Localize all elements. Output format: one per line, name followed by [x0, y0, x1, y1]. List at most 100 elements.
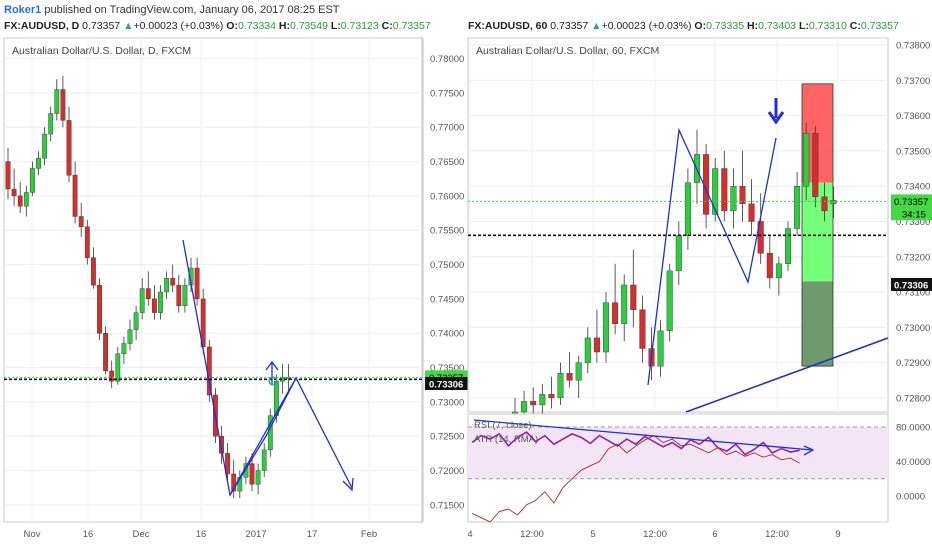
candle-body[interactable] — [231, 473, 237, 492]
candle-body[interactable] — [721, 168, 728, 212]
candle-body[interactable] — [666, 270, 673, 332]
candle-body[interactable] — [225, 453, 230, 475]
candle-body[interactable] — [630, 284, 637, 310]
candle-body[interactable] — [657, 330, 664, 367]
candle-body[interactable] — [548, 394, 555, 399]
left-price-label: 0.74500 — [430, 294, 464, 305]
candle-body[interactable] — [584, 337, 591, 363]
candle-body[interactable] — [194, 267, 200, 300]
candle-body[interactable] — [115, 353, 121, 382]
candle-body[interactable] — [97, 284, 102, 334]
level-tag: 0.73306 — [894, 280, 928, 291]
right-open: 0.73335 — [706, 20, 745, 32]
candle-body[interactable] — [90, 257, 96, 286]
candle-body[interactable] — [803, 133, 810, 187]
candle-body[interactable] — [530, 401, 537, 406]
candle-body[interactable] — [712, 168, 719, 215]
candle-body[interactable] — [109, 370, 115, 382]
left-time-label: Dec — [133, 529, 150, 540]
candle-body[interactable] — [775, 263, 782, 279]
left-time-label: 17 — [307, 529, 318, 540]
left-price-label: 0.73000 — [430, 397, 464, 408]
divergence-drawing-line[interactable] — [473, 419, 813, 451]
left-price-label: 0.77500 — [430, 88, 464, 99]
candle-body[interactable] — [60, 89, 66, 121]
candle-body[interactable] — [684, 182, 691, 236]
candle-body[interactable] — [675, 235, 682, 272]
candle-body[interactable] — [36, 157, 41, 169]
trend-drawing-line[interactable] — [685, 337, 889, 413]
right-price-label: 0.73300 — [896, 217, 930, 228]
candle-body[interactable] — [219, 435, 224, 454]
candle-body[interactable] — [54, 89, 60, 114]
candle-body[interactable] — [30, 168, 35, 193]
right-symbol[interactable]: FX:AUDUSD, 60 — [468, 20, 548, 32]
projection-drawing-line[interactable] — [229, 376, 353, 496]
arrow-head-icon — [803, 445, 815, 456]
candle-body[interactable] — [612, 302, 619, 324]
candle-body[interactable] — [151, 298, 157, 313]
candle-body[interactable] — [158, 291, 163, 313]
last-price-tag: 0.73357 — [894, 197, 928, 208]
candle-body[interactable] — [127, 329, 133, 344]
candle-body[interactable] — [170, 278, 176, 286]
left-price-label: 0.75000 — [430, 260, 464, 271]
candle-body[interactable] — [730, 185, 737, 212]
candle-body[interactable] — [176, 284, 182, 306]
candle-body[interactable] — [11, 188, 17, 197]
author-link[interactable]: Roker1 — [4, 4, 42, 16]
candle-body[interactable] — [521, 401, 528, 413]
candle-body[interactable] — [621, 284, 628, 324]
candle-body[interactable] — [17, 195, 23, 207]
candle-body[interactable] — [255, 470, 261, 485]
candle-body[interactable] — [603, 302, 610, 353]
candle-body[interactable] — [748, 203, 755, 222]
candle-body[interactable] — [812, 133, 819, 197]
candle-body[interactable] — [121, 343, 127, 355]
candle-body[interactable] — [5, 161, 11, 190]
left-plot-area[interactable] — [3, 37, 423, 523]
target-extension-zone[interactable] — [802, 281, 833, 367]
candle-body[interactable] — [84, 226, 90, 258]
take-profit-zone[interactable] — [802, 182, 833, 282]
candle-body[interactable] — [23, 192, 29, 207]
candle-body[interactable] — [164, 278, 169, 293]
candle-body[interactable] — [566, 372, 573, 381]
candle-body[interactable] — [593, 337, 600, 353]
right-chart-title: Australian Dollar/U.S. Dollar, 60, FXCM — [476, 45, 659, 57]
candle-body[interactable] — [821, 196, 828, 212]
candle-body[interactable] — [794, 185, 801, 229]
candle-body[interactable] — [739, 185, 746, 205]
candle-body[interactable] — [249, 463, 255, 485]
candle-body[interactable] — [182, 284, 188, 306]
candle-body[interactable] — [145, 288, 151, 300]
right-price-label: 0.72900 — [896, 358, 930, 369]
indicator-tick-label: 40.0000 — [896, 457, 930, 468]
rsi-band — [468, 426, 888, 479]
candle-body[interactable] — [48, 113, 54, 135]
candle-body[interactable] — [557, 372, 564, 399]
candle-body[interactable] — [103, 333, 109, 372]
circle-marker-icon — [268, 376, 278, 386]
candle-body[interactable] — [133, 312, 139, 330]
candle-body[interactable] — [830, 200, 837, 205]
left-price-label: 0.73500 — [430, 363, 464, 374]
candle-body[interactable] — [539, 394, 546, 406]
candle-body[interactable] — [78, 216, 84, 227]
wave-drawing-line[interactable] — [647, 127, 777, 386]
candle-body[interactable] — [42, 133, 48, 159]
candle-body[interactable] — [261, 449, 267, 471]
left-chart-title: Australian Dollar/U.S. Dollar, D, FXCM — [12, 45, 191, 57]
candle-body[interactable] — [66, 120, 72, 176]
candle-body[interactable] — [575, 362, 582, 381]
candle-body[interactable] — [72, 175, 78, 217]
candle-body[interactable] — [766, 253, 773, 279]
left-symbol[interactable]: FX:AUDUSD, D — [4, 20, 80, 32]
candle-body[interactable] — [639, 309, 646, 349]
right-high: 0.73403 — [758, 20, 797, 32]
candle-body[interactable] — [139, 288, 145, 313]
trend-drawing-line[interactable] — [182, 239, 297, 497]
candle-body[interactable] — [785, 228, 792, 265]
candle-body[interactable] — [757, 221, 764, 254]
